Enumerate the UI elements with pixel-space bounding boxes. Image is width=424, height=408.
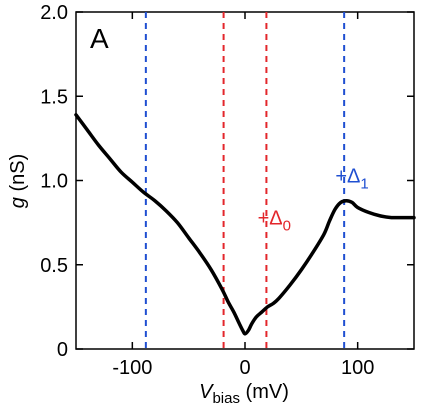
y-tick-label: 0 (57, 339, 68, 361)
x-axis-title: Vbias (mV) (199, 381, 289, 407)
axis-ticks: -100 0 100 0 0.5 1.0 1.5 2.0 (40, 2, 414, 379)
y-tick-label: 1.5 (40, 86, 68, 108)
annotations: +Δ0 +Δ1 (258, 165, 369, 234)
y-tick-label: 0.5 (40, 255, 68, 277)
x-tick-label: 0 (239, 357, 250, 379)
y-axis-title: g (nS) (7, 154, 29, 208)
panel-label: A (90, 23, 109, 54)
reference-lines (144, 12, 346, 349)
conductance-curve (74, 113, 416, 336)
y-tick-label: 1.0 (40, 171, 68, 193)
x-tick-label: 100 (341, 357, 374, 379)
y-tick-label: 2.0 (40, 2, 68, 24)
x-tick-label: -100 (112, 357, 152, 379)
delta-annotation: +Δ0 (258, 208, 291, 235)
delta-annotation: +Δ1 (335, 165, 368, 192)
